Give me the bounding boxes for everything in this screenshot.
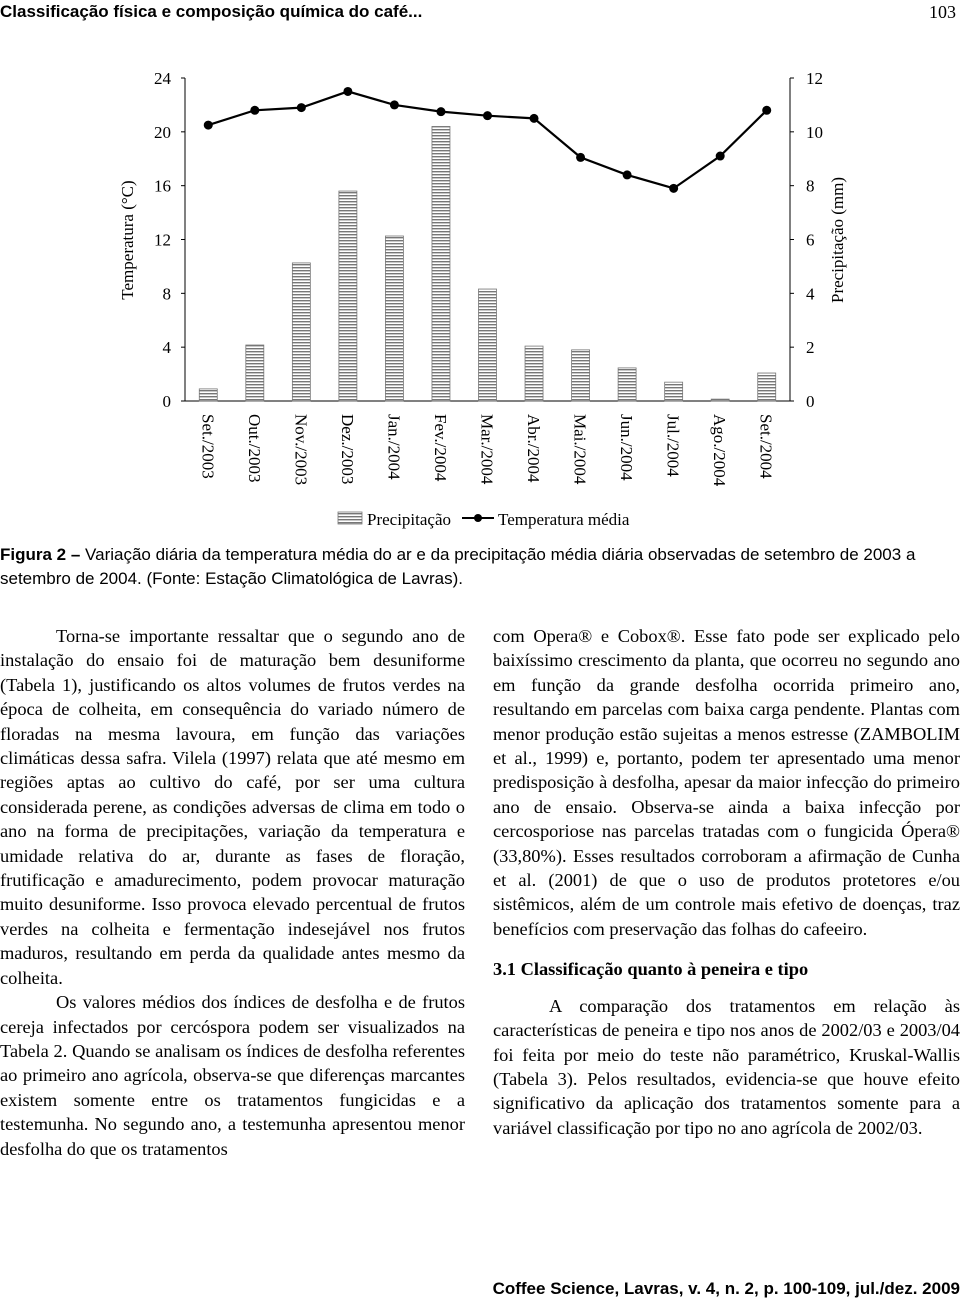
y-axis-title: Temperatura (°C): [118, 180, 137, 299]
bar: [617, 367, 637, 402]
y-tick-label: 24: [154, 69, 172, 88]
y2-tick-label: 4: [806, 284, 815, 303]
point: [483, 111, 492, 121]
x-tick-label: Jun./2004: [617, 414, 636, 481]
bar: [524, 345, 544, 402]
bar: [431, 126, 451, 402]
x-tick-label: Mar./2004: [478, 414, 497, 485]
running-head: Classificação física e composição químic…: [0, 2, 423, 21]
bar: [571, 349, 590, 402]
x-tick-label: Set./2004: [757, 414, 776, 479]
point: [436, 107, 446, 117]
point: [296, 103, 306, 113]
legend-label: Temperatura média: [498, 510, 630, 529]
x-tick-label: Ago./2004: [710, 414, 729, 487]
bar: [385, 235, 404, 402]
y-tick-label: 8: [163, 284, 172, 303]
point: [343, 86, 353, 96]
left-column: Torna-se importante ressaltar que o segu…: [0, 624, 465, 1161]
bar: [664, 381, 684, 402]
x-tick-label: Abr./2004: [524, 414, 543, 483]
point: [762, 105, 772, 115]
right-column: com Opera® e Cobox®. Esse fato pode ser …: [493, 624, 960, 1140]
x-tick-label: Nov./2003: [291, 414, 310, 485]
y-tick-label: 12: [154, 231, 171, 250]
bar: [198, 388, 218, 402]
x-tick-label: Set./2003: [198, 414, 217, 479]
x-tick-label: Jul./2004: [664, 414, 683, 477]
page-number: 103: [929, 2, 956, 22]
point: [203, 120, 213, 130]
section-heading: 3.1 Classificação quanto à peneira e tip…: [493, 959, 809, 980]
paragraph: Os valores médios dos índices de desfolh…: [0, 992, 465, 1159]
figure-caption: Figura 2 – Variação diária da temperatur…: [0, 543, 960, 591]
paragraph: com Opera® e Cobox®. Esse fato pode ser …: [493, 626, 960, 939]
bar: [478, 288, 497, 402]
bar: [710, 398, 730, 402]
bar: [757, 372, 777, 402]
caption-label: Figura 2 –: [0, 545, 81, 564]
legend-swatch: [474, 514, 482, 522]
point: [715, 151, 725, 161]
x-tick-label: Jan./2004: [384, 414, 403, 480]
y-tick-label: 4: [163, 338, 172, 357]
y2-tick-label: 12: [806, 69, 823, 88]
chart: Temperatura (°C) Precipitação (mm) 0 4 8 12…: [118, 69, 847, 529]
y-tick-label: 0: [163, 392, 172, 411]
y2-tick-label: 0: [806, 392, 815, 411]
point: [669, 183, 679, 193]
y2-tick-label: 8: [806, 177, 815, 196]
paragraph: Torna-se importante ressaltar que o segu…: [0, 626, 465, 988]
y-tick-label: 20: [154, 123, 171, 142]
x-tick-label: Dez./2003: [338, 414, 357, 484]
bar: [291, 262, 311, 402]
point: [389, 100, 399, 110]
y2-tick-label: 2: [806, 338, 815, 357]
bar: [245, 344, 265, 402]
legend-label: Precipitação: [367, 510, 451, 529]
point: [250, 105, 260, 115]
point: [622, 170, 632, 180]
x-tick-label: Mai./2004: [571, 414, 590, 485]
y2-tick-label: 6: [806, 231, 815, 250]
point: [576, 152, 586, 162]
bar: [338, 190, 358, 402]
y-tick-label: 16: [154, 177, 171, 196]
x-tick-label: Out./2003: [245, 414, 264, 482]
legend-swatch: [337, 511, 363, 525]
y2-axis-title: Precipitação (mm): [828, 177, 847, 303]
paragraph: A comparação dos tratamentos em relação …: [493, 995, 960, 1138]
line: [207, 90, 768, 190]
x-tick-label: Fev./2004: [431, 414, 450, 482]
y2-tick-label: 10: [806, 123, 823, 142]
footer: Coffee Science, Lavras, v. 4, n. 2, p. 1…: [492, 1279, 960, 1298]
point: [529, 113, 539, 123]
caption-text: Variação diária da temperatura média do …: [0, 545, 916, 588]
